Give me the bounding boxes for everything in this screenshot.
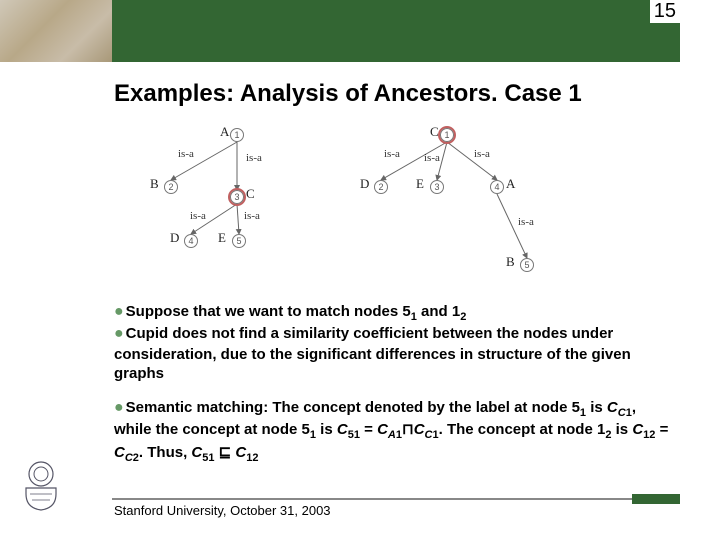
- graph-node-label: E: [416, 176, 424, 192]
- edge-label: is-a: [190, 210, 206, 222]
- graph-node: 5: [232, 234, 246, 248]
- bullet-2: ●Cupid does not find a similarity coeffi…: [114, 324, 674, 384]
- diagram-edges-svg: [160, 118, 580, 288]
- edge-label: is-a: [518, 216, 534, 228]
- edge-label: is-a: [178, 148, 194, 160]
- graph-node: 1: [230, 128, 244, 142]
- edge-label: is-a: [384, 148, 400, 160]
- bullet-icon: ●: [114, 325, 124, 342]
- bullet-3: ●Semantic matching: The concept denoted …: [114, 398, 674, 465]
- highlight-ring-icon: [228, 188, 246, 206]
- footer-crest-icon: [18, 460, 64, 512]
- ancestor-diagram: is-ais-ais-ais-a1A2B3C4D5Eis-ais-ais-ais…: [160, 118, 580, 288]
- bullet-1: ●Suppose that we want to match nodes 51 …: [114, 302, 674, 324]
- graph-node-label: D: [170, 230, 179, 246]
- graph-node: 4: [490, 180, 504, 194]
- header-fresco-image: [0, 0, 112, 62]
- edge-label: is-a: [424, 152, 440, 164]
- graph-node: 5: [520, 258, 534, 272]
- graph-node-label: B: [506, 254, 515, 270]
- graph-node-label: A: [220, 124, 229, 140]
- graph-node: 3: [430, 180, 444, 194]
- graph-node-label: B: [150, 176, 159, 192]
- footer-text: Stanford University, October 31, 2003: [114, 503, 331, 518]
- page-number: 15: [650, 0, 680, 23]
- graph-node: 2: [164, 180, 178, 194]
- edge-label: is-a: [244, 210, 260, 222]
- graph-node-label: E: [218, 230, 226, 246]
- footer-rule: [112, 498, 680, 500]
- graph-node: 4: [184, 234, 198, 248]
- graph-node-label: A: [506, 176, 515, 192]
- graph-node: 2: [374, 180, 388, 194]
- bullet-icon: ●: [114, 399, 124, 416]
- header-bar: 15: [0, 0, 720, 62]
- highlight-ring-icon: [438, 126, 456, 144]
- graph-node-label: C: [246, 186, 255, 202]
- header-green-block: [112, 0, 680, 62]
- edge-label: is-a: [246, 152, 262, 164]
- graph-node-label: D: [360, 176, 369, 192]
- bullet-icon: ●: [114, 303, 124, 320]
- edge-label: is-a: [474, 148, 490, 160]
- slide-title: Examples: Analysis of Ancestors. Case 1: [114, 80, 582, 108]
